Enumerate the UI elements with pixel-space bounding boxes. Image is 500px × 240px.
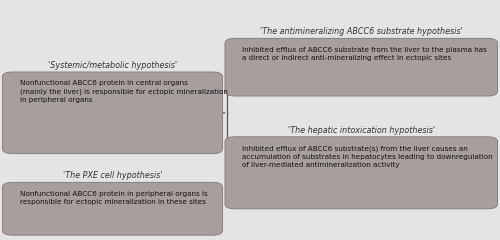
FancyBboxPatch shape [225, 137, 497, 209]
Text: 'The antimineralizing ABCC6 substrate hypothesis': 'The antimineralizing ABCC6 substrate hy… [260, 27, 462, 36]
Text: Nonfunctional ABCC6 protein in central organs
(mainly the liver) is responsible : Nonfunctional ABCC6 protein in central o… [20, 80, 228, 103]
Text: 'Systemic/metabolic hypothesis': 'Systemic/metabolic hypothesis' [48, 61, 177, 70]
FancyBboxPatch shape [2, 72, 222, 154]
Text: Nonfunctional ABCC6 protein in peripheral organs is
responsible for ectopic mine: Nonfunctional ABCC6 protein in periphera… [20, 191, 208, 205]
Text: Inhibited efflux of ABCC6 substrate(s) from the liver causes an
accumulation of : Inhibited efflux of ABCC6 substrate(s) f… [242, 145, 493, 168]
Text: Inhibited efflux of ABCC6 substrate from the liver to the plasma has
a direct or: Inhibited efflux of ABCC6 substrate from… [242, 47, 488, 61]
FancyBboxPatch shape [2, 182, 222, 235]
FancyBboxPatch shape [225, 38, 497, 96]
Text: 'The PXE cell hypothesis': 'The PXE cell hypothesis' [63, 171, 162, 180]
Text: 'The hepatic intoxication hypothesis': 'The hepatic intoxication hypothesis' [288, 126, 435, 135]
